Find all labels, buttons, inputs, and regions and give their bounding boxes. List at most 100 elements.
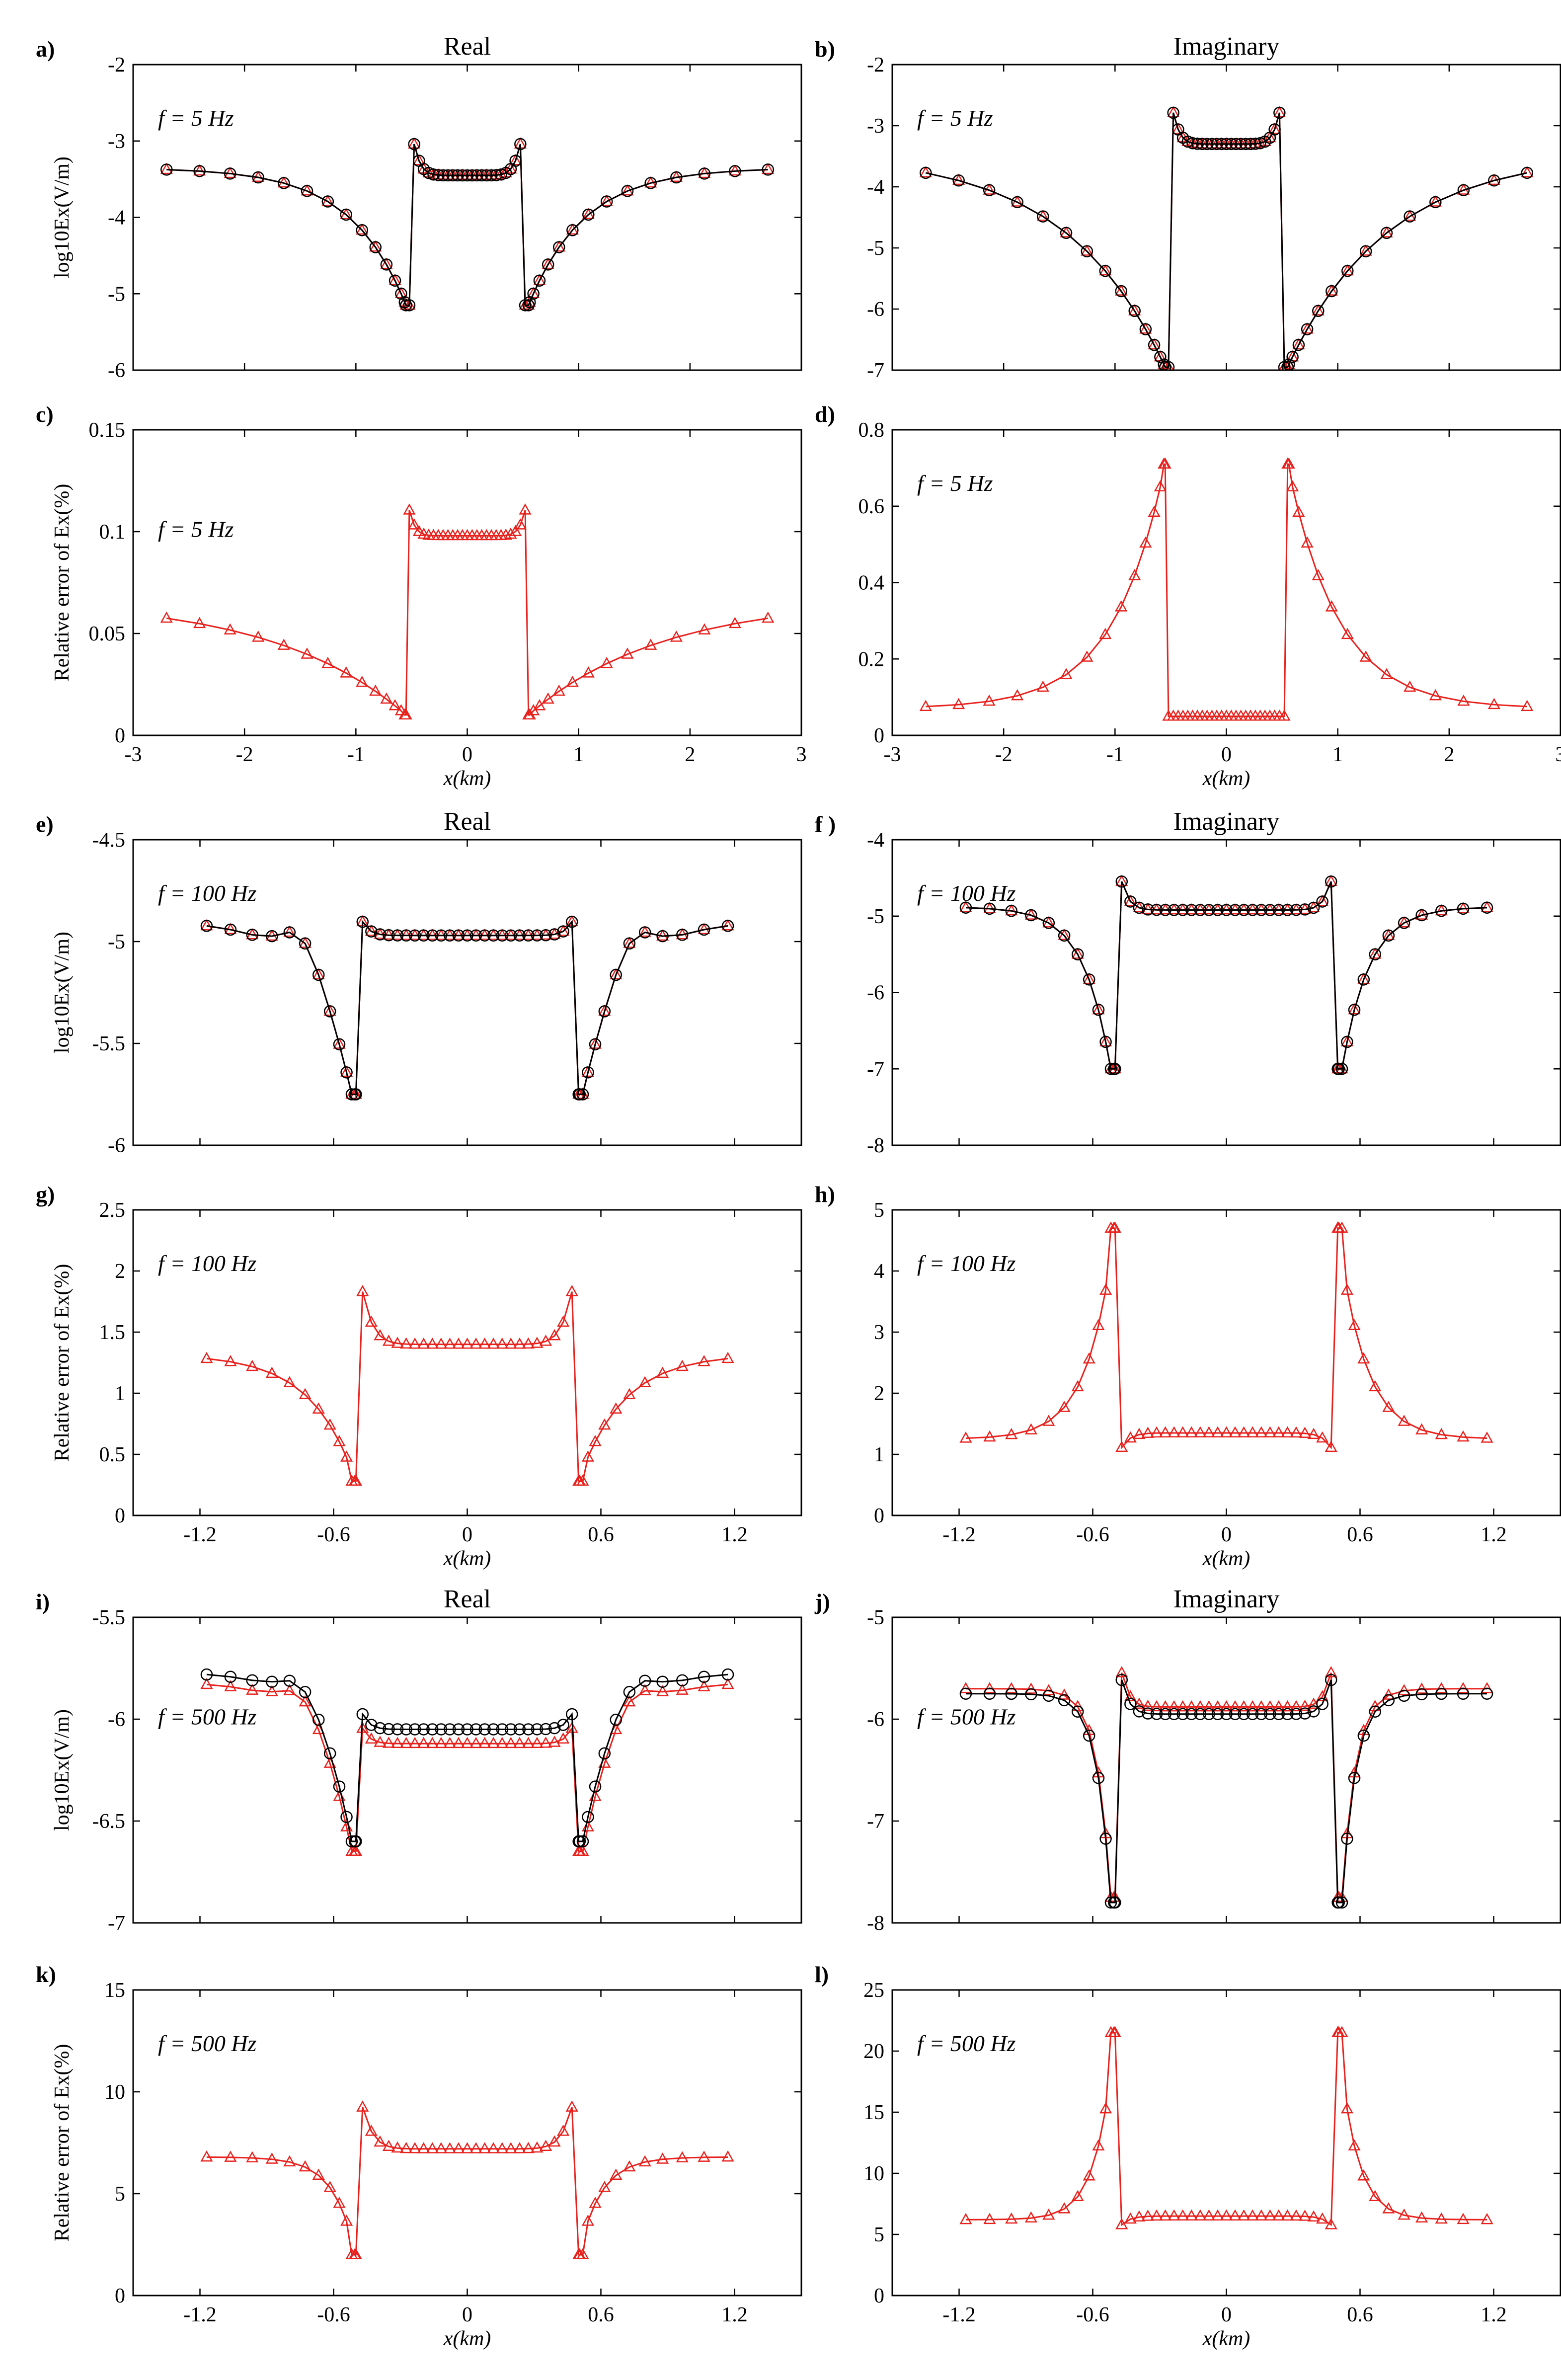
series-analytical-marker: [1357, 973, 1370, 986]
error-marker: [400, 2142, 413, 2153]
x-tick-label: 0: [462, 2303, 472, 2326]
series-analytical-marker: [557, 1719, 569, 1731]
series-analytical-marker: [1194, 1708, 1207, 1720]
series-numerical-marker: [1211, 903, 1224, 915]
error-marker: [1238, 2209, 1250, 2221]
series-analytical-marker: [200, 920, 213, 932]
error-marker: [478, 2142, 491, 2153]
series-analytical-marker: [656, 930, 669, 943]
error-marker: [504, 527, 517, 539]
series-numerical-marker: [1369, 1700, 1382, 1711]
series-analytical-marker: [1235, 138, 1247, 151]
series-analytical-marker: [540, 929, 552, 942]
error-marker: [452, 1338, 465, 1349]
y-tick-label: 0.1: [99, 521, 126, 544]
series-analytical-marker: [400, 929, 412, 942]
series-analytical-marker: [1220, 904, 1233, 916]
series-numerical-marker: [1081, 244, 1093, 256]
series-numerical-marker: [1292, 338, 1305, 350]
error-marker: [1092, 2139, 1105, 2151]
y-tick-label: -7: [867, 1810, 884, 1833]
error-marker: [1024, 1423, 1037, 1434]
series-numerical-marker: [581, 1065, 595, 1077]
error-marker: [623, 2160, 636, 2172]
series-numerical-marker: [382, 1737, 395, 1748]
series-analytical-marker: [1249, 138, 1262, 150]
y-tick-label: -6: [108, 359, 125, 382]
error-marker: [283, 2155, 296, 2167]
error-line: [926, 463, 1527, 717]
y-tick-label: 0.5: [99, 1443, 126, 1466]
panel-j: -5 -6 -7 -8 j) Imaginary f = 500 Hz: [814, 1585, 1561, 1935]
error-marker: [676, 2151, 689, 2163]
series-analytical-marker: [1404, 210, 1416, 223]
x-tick-label: -0.6: [1076, 2303, 1109, 2326]
error-marker: [542, 692, 554, 704]
y-tick-label: -6: [867, 1708, 884, 1731]
y-tick-label: 2.5: [99, 1199, 126, 1222]
series-analytical-marker: [1369, 948, 1382, 960]
error-marker: [1521, 700, 1534, 711]
error-marker: [365, 2125, 378, 2136]
error-marker: [1312, 569, 1325, 580]
error-marker: [349, 1474, 362, 1486]
y-axis-label: Relative error of Ex(%): [51, 2044, 74, 2242]
series-analytical-marker: [1326, 285, 1338, 298]
series-group: [160, 137, 775, 312]
error-marker: [1382, 1401, 1395, 1412]
series-numerical-marker: [443, 1737, 456, 1748]
error-marker: [408, 2142, 421, 2153]
series-analytical-marker: [1457, 184, 1470, 197]
panel-letter: j): [814, 1589, 830, 1614]
series-analytical-marker: [1220, 138, 1233, 151]
error-marker: [461, 1338, 474, 1349]
series-numerical-marker: [1141, 1699, 1155, 1711]
series-analytical-marker: [610, 1713, 623, 1726]
series-analytical-marker: [1211, 904, 1224, 916]
error-marker: [1481, 2213, 1493, 2224]
panel-letter: d): [815, 401, 835, 427]
series-numerical-marker: [548, 1736, 561, 1747]
series-numerical-marker: [1263, 903, 1276, 915]
error-marker: [1042, 2208, 1055, 2220]
error-marker: [548, 1329, 561, 1341]
series-numerical-marker: [469, 1737, 482, 1748]
error-marker: [581, 2215, 595, 2226]
error-marker: [509, 525, 522, 536]
y-tick-label: -6: [867, 982, 884, 1005]
series-numerical-marker: [638, 925, 651, 937]
series-numerical-marker: [408, 929, 421, 940]
error-marker: [1357, 2169, 1370, 2181]
series-analytical-marker: [1281, 904, 1294, 916]
series-numerical-marker: [1457, 1682, 1470, 1693]
panel-title: Real: [444, 807, 491, 836]
series-numerical-marker: [1246, 1700, 1259, 1712]
x-tick-label: -3: [884, 743, 901, 766]
series-numerical-marker: [389, 274, 401, 285]
series-numerical-marker: [417, 1737, 430, 1748]
frequency-label: f = 5 Hz: [917, 471, 993, 496]
series-numerical-marker: [1341, 264, 1354, 276]
series-numerical-marker: [1176, 1700, 1189, 1712]
x-tick-label: -3: [125, 743, 142, 766]
series-analytical-marker: [540, 1723, 552, 1736]
series-numerical-marker: [1229, 1700, 1242, 1712]
error-marker: [1124, 2212, 1137, 2224]
series-analytical-marker: [1238, 904, 1250, 916]
error-marker: [1286, 480, 1299, 491]
series-analytical-marker: [1255, 904, 1267, 916]
series-numerical-marker: [365, 925, 378, 936]
error-marker: [408, 1337, 421, 1349]
error-marker: [1335, 1221, 1348, 1233]
series-analytical-marker: [437, 169, 450, 182]
error-marker: [656, 2152, 669, 2164]
series-numerical-marker: [412, 154, 425, 165]
panel-title: Imaginary: [1173, 1585, 1280, 1613]
series-numerical-marker: [557, 1732, 570, 1744]
series-analytical-marker: [365, 925, 378, 938]
series-analytical-marker: [959, 901, 972, 914]
series-analytical-marker: [1246, 1708, 1259, 1720]
series-numerical-marker: [417, 929, 430, 940]
error-marker: [1150, 2209, 1163, 2221]
